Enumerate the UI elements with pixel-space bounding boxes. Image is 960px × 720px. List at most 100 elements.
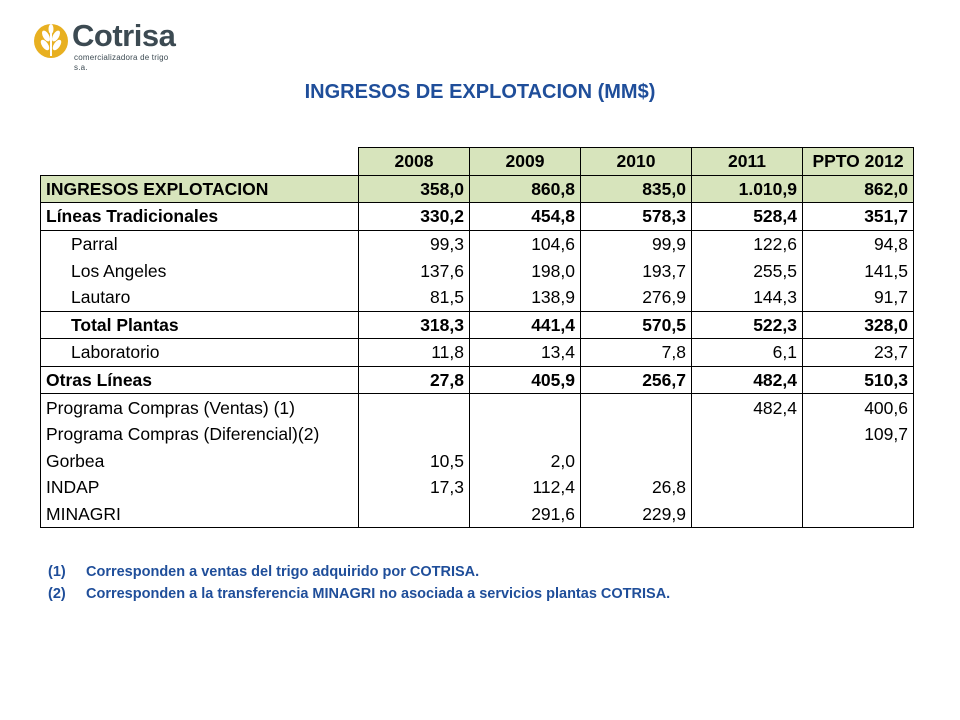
footnotes: (1) Corresponden a ventas del trigo adqu…: [48, 561, 670, 605]
value-cell: 522,3: [691, 310, 803, 339]
row-label: MINAGRI: [40, 500, 359, 529]
footnote-text: Corresponden a la transferencia MINAGRI …: [86, 586, 671, 602]
value-cell: 138,9: [469, 283, 581, 312]
table-row: Programa Compras (Ventas) (1) 482,4 400,6: [40, 393, 914, 421]
value-cell: [580, 393, 692, 421]
logo-wordmark: Cotrisa: [72, 18, 176, 53]
value-cell: [358, 500, 470, 529]
value-cell: 330,2: [358, 202, 470, 231]
row-label: Gorbea: [40, 447, 359, 475]
value-cell: 358,0: [358, 174, 470, 203]
value-cell: [358, 420, 470, 448]
value-cell: [802, 447, 914, 475]
footnote-number: (1): [48, 564, 66, 580]
year-header: 2009: [469, 147, 581, 176]
value-cell: [469, 420, 581, 448]
row-label: Líneas Tradicionales: [40, 202, 359, 231]
value-cell: 94,8: [802, 229, 914, 258]
value-cell: 99,3: [358, 229, 470, 258]
value-cell: 578,3: [580, 202, 692, 231]
value-cell: 141,5: [802, 257, 914, 284]
value-cell: 255,5: [691, 257, 803, 284]
value-cell: 256,7: [580, 365, 692, 394]
cotrisa-logo: Cotrisa comercializadora de trigo s.a.: [32, 16, 182, 72]
value-cell: 11,8: [358, 338, 470, 367]
value-cell: 6,1: [691, 338, 803, 367]
value-cell: 198,0: [469, 257, 581, 284]
value-cell: [580, 420, 692, 448]
value-cell: 570,5: [580, 310, 692, 339]
table-row: Líneas Tradicionales 330,2 454,8 578,3 528,4…: [40, 202, 914, 231]
value-cell: [691, 447, 803, 475]
footnote: (2) Corresponden a la transferencia MINA…: [48, 583, 670, 605]
value-cell: 81,5: [358, 283, 470, 312]
year-header: PPTO 2012: [802, 147, 914, 176]
value-cell: [691, 474, 803, 501]
row-label: Parral: [40, 229, 359, 258]
value-cell: 10,5: [358, 447, 470, 475]
table-row: Programa Compras (Diferencial)(2) 109,7: [40, 420, 914, 448]
page-title: INGRESOS DE EXPLOTACION (MM$): [304, 81, 656, 103]
table-row: Laboratorio 11,8 13,4 7,8 6,1 23,7: [40, 338, 914, 367]
row-label: Otras Líneas: [40, 365, 359, 394]
value-cell: 23,7: [802, 338, 914, 367]
header-row: 2008 2009 2010 2011 PPTO 2012: [41, 147, 914, 176]
value-cell: 27,8: [358, 365, 470, 394]
value-cell: 528,4: [691, 202, 803, 231]
row-label: INGRESOS EXPLOTACION: [40, 174, 359, 203]
value-cell: [802, 500, 914, 529]
value-cell: 109,7: [802, 420, 914, 448]
value-cell: 122,6: [691, 229, 803, 258]
value-cell: 13,4: [469, 338, 581, 367]
value-cell: 104,6: [469, 229, 581, 258]
footnote: (1) Corresponden a ventas del trigo adqu…: [48, 561, 670, 583]
table-row: Parral 99,3 104,6 99,9 122,6 94,8: [40, 229, 914, 258]
value-cell: 328,0: [802, 310, 914, 339]
income-table: 2008 2009 2010 2011 PPTO 2012 INGRESOS E…: [40, 147, 914, 529]
value-cell: [691, 500, 803, 529]
logo-tagline: comercializadora de trigo s.a.: [74, 53, 169, 72]
value-cell: 454,8: [469, 202, 581, 231]
value-cell: [802, 474, 914, 501]
table-row: Otras Líneas 27,8 405,9 256,7 482,4 510,3: [40, 365, 914, 394]
value-cell: 7,8: [580, 338, 692, 367]
value-cell: 482,4: [691, 393, 803, 421]
value-cell: 405,9: [469, 365, 581, 394]
value-cell: [358, 393, 470, 421]
row-label: Programa Compras (Ventas) (1): [40, 393, 359, 421]
value-cell: 835,0: [580, 174, 692, 203]
value-cell: 400,6: [802, 393, 914, 421]
value-cell: [691, 420, 803, 448]
table-row: INDAP 17,3 112,4 26,8: [40, 474, 914, 501]
header-blank-cell: [41, 148, 359, 176]
year-header: 2010: [580, 147, 692, 176]
value-cell: [580, 447, 692, 475]
value-cell: 26,8: [580, 474, 692, 501]
row-label: INDAP: [40, 474, 359, 501]
table-row: Total Plantas 318,3 441,4 570,5 522,3 328,0: [40, 310, 914, 339]
row-label: Programa Compras (Diferencial)(2): [40, 420, 359, 448]
value-cell: [469, 393, 581, 421]
wheat-logo-icon: [34, 24, 68, 58]
value-cell: 351,7: [802, 202, 914, 231]
value-cell: 99,9: [580, 229, 692, 258]
value-cell: 318,3: [358, 310, 470, 339]
value-cell: 17,3: [358, 474, 470, 501]
row-label: Total Plantas: [40, 310, 359, 339]
table-row: Gorbea 10,5 2,0: [40, 447, 914, 475]
table-row: INGRESOS EXPLOTACION 358,0 860,8 835,0 1.010…: [40, 174, 914, 203]
table-row: MINAGRI 291,6 229,9: [40, 500, 914, 529]
value-cell: 862,0: [802, 174, 914, 203]
table-row: Los Angeles 137,6 198,0 193,7 255,5 141,5: [40, 257, 914, 284]
value-cell: 112,4: [469, 474, 581, 501]
value-cell: 276,9: [580, 283, 692, 312]
value-cell: 91,7: [802, 283, 914, 312]
value-cell: 510,3: [802, 365, 914, 394]
year-header: 2008: [358, 147, 470, 176]
value-cell: 193,7: [580, 257, 692, 284]
footnote-text: Corresponden a ventas del trigo adquirid…: [86, 564, 480, 580]
row-label: Los Angeles: [40, 257, 359, 284]
value-cell: 229,9: [580, 500, 692, 529]
value-cell: 144,3: [691, 283, 803, 312]
row-label: Lautaro: [40, 283, 359, 312]
